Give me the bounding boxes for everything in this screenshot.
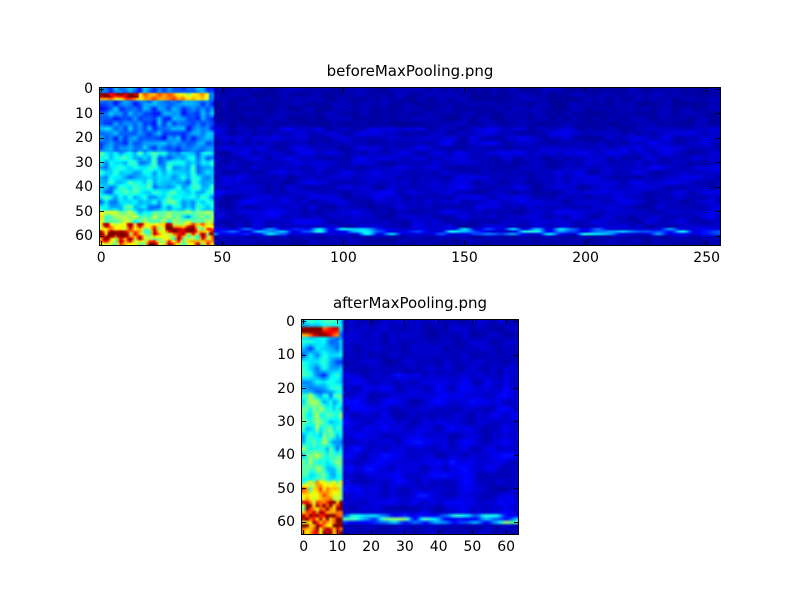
y-tick-mark-right	[716, 137, 720, 139]
axes-frame-after	[301, 319, 519, 535]
y-tick-label: 0	[286, 313, 295, 330]
x-tick-mark-bottom	[471, 530, 473, 534]
x-tick-mark-top	[221, 88, 223, 92]
x-tick-mark-bottom	[303, 530, 305, 534]
x-tick-mark-bottom	[404, 530, 406, 534]
x-tick-label: 30	[396, 539, 414, 555]
y-tick-mark-right	[716, 113, 720, 115]
y-tick-mark-left	[100, 162, 104, 164]
y-tick-mark-left	[100, 235, 104, 237]
x-tick-mark-bottom	[336, 530, 338, 534]
y-tick-label: 30	[277, 413, 295, 430]
y-tick-mark-right	[514, 521, 518, 523]
y-tick-mark-right	[716, 211, 720, 213]
y-tick-label: 20	[277, 380, 295, 397]
y-tick-mark-right	[514, 321, 518, 323]
x-tick-mark-top	[336, 320, 338, 324]
y-tick-mark-right	[716, 88, 720, 90]
heatmap-image-before	[100, 88, 720, 245]
x-tick-label: 100	[330, 250, 357, 266]
y-tick-label: 50	[277, 480, 295, 497]
x-tick-mark-bottom	[342, 241, 344, 245]
y-tick-label: 10	[277, 347, 295, 364]
x-tick-mark-bottom	[706, 241, 708, 245]
y-tick-mark-left	[302, 354, 306, 356]
x-tick-mark-bottom	[505, 530, 507, 534]
y-tick-mark-right	[514, 454, 518, 456]
y-tick-label: 40	[75, 179, 93, 196]
axes-frame-before	[99, 87, 721, 246]
x-tick-mark-top	[342, 88, 344, 92]
y-tick-mark-left	[302, 388, 306, 390]
y-tick-label: 30	[75, 154, 93, 171]
x-tick-mark-top	[370, 320, 372, 324]
x-tick-mark-top	[100, 88, 102, 92]
y-tick-label: 0	[84, 81, 93, 98]
x-tick-mark-top	[585, 88, 587, 92]
y-tick-mark-right	[514, 421, 518, 423]
x-tick-mark-top	[471, 320, 473, 324]
heatmap-image-after	[302, 320, 518, 534]
y-tick-mark-left	[100, 113, 104, 115]
y-tick-mark-right	[716, 235, 720, 237]
y-tick-mark-right	[716, 162, 720, 164]
x-tick-mark-top	[438, 320, 440, 324]
x-tick-label: 0	[299, 539, 309, 555]
y-tick-mark-left	[100, 186, 104, 188]
x-tick-mark-bottom	[221, 241, 223, 245]
y-tick-label: 20	[75, 130, 93, 147]
x-tick-mark-bottom	[370, 530, 372, 534]
x-tick-label: 50	[463, 539, 482, 555]
x-tick-label: 0	[96, 250, 106, 266]
x-tick-mark-bottom	[100, 241, 102, 245]
y-tick-mark-right	[514, 354, 518, 356]
plot-title-before: beforeMaxPooling.png	[326, 62, 494, 80]
y-tick-label: 60	[277, 514, 295, 531]
x-tick-label: 250	[693, 250, 721, 266]
y-tick-label: 50	[75, 203, 93, 220]
x-tick-mark-bottom	[585, 241, 587, 245]
y-tick-mark-left	[100, 137, 104, 139]
y-tick-mark-left	[302, 488, 306, 490]
x-tick-label: 10	[328, 539, 347, 555]
y-tick-mark-left	[100, 211, 104, 213]
x-tick-label: 40	[429, 539, 448, 555]
y-tick-mark-left	[302, 321, 306, 323]
y-tick-mark-left	[100, 88, 104, 90]
y-tick-label: 60	[75, 228, 93, 245]
y-tick-mark-right	[514, 388, 518, 390]
y-tick-mark-left	[302, 454, 306, 456]
y-tick-label: 10	[75, 105, 93, 122]
plot-title-after: afterMaxPooling.png	[332, 294, 488, 312]
x-tick-label: 50	[213, 250, 232, 266]
x-tick-mark-bottom	[463, 241, 465, 245]
y-tick-label: 40	[277, 447, 295, 464]
x-tick-label: 150	[451, 250, 478, 266]
x-tick-mark-top	[706, 88, 708, 92]
y-tick-mark-right	[514, 488, 518, 490]
x-tick-mark-top	[505, 320, 507, 324]
x-tick-mark-top	[404, 320, 406, 324]
x-tick-label: 60	[497, 539, 516, 555]
x-tick-mark-top	[463, 88, 465, 92]
y-tick-mark-right	[716, 186, 720, 188]
y-tick-mark-left	[302, 521, 306, 523]
x-tick-label: 20	[362, 539, 381, 555]
y-tick-mark-left	[302, 421, 306, 423]
x-tick-label: 200	[572, 250, 599, 266]
x-tick-mark-bottom	[438, 530, 440, 534]
